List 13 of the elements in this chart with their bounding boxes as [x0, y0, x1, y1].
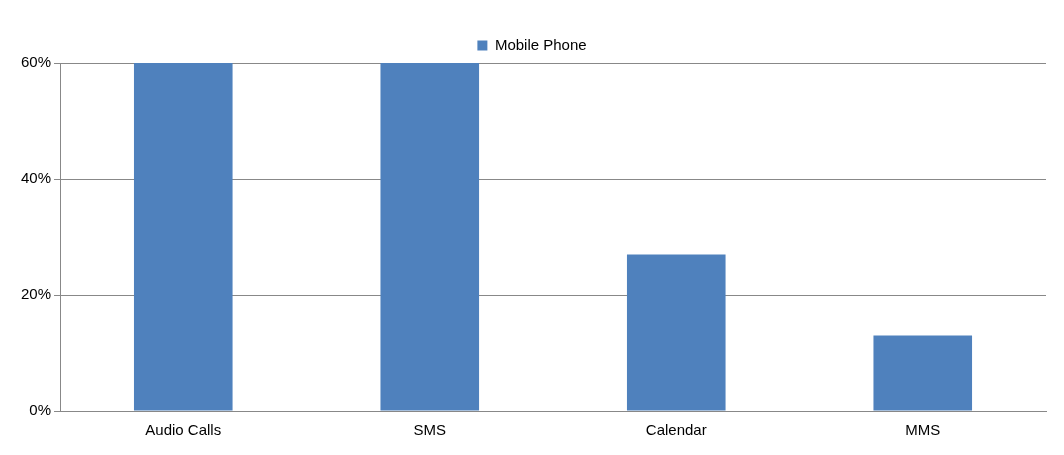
y-tick-label: 60%: [20, 53, 52, 71]
x-tick-label: SMS: [413, 421, 447, 439]
y-tick-label: 20%: [20, 285, 52, 303]
y-tick-label: 0%: [29, 401, 52, 419]
bar: [380, 63, 480, 411]
bar: [873, 335, 973, 411]
x-tick-label: Calendar: [645, 421, 707, 439]
legend-label: Mobile Phone: [494, 35, 587, 53]
bar: [626, 254, 726, 411]
bar: [133, 63, 233, 411]
x-tick-label: Audio Calls: [145, 421, 222, 439]
y-tick-label: 40%: [20, 169, 52, 187]
x-tick-label: MMS: [905, 421, 941, 439]
